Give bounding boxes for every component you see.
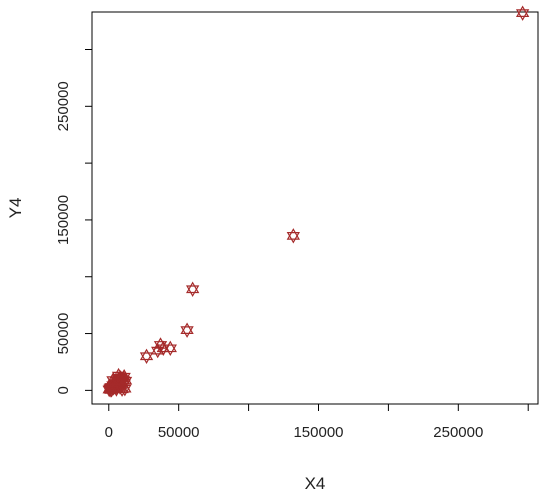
- data-point: [115, 381, 129, 397]
- y-tick-label: 250000: [55, 81, 72, 131]
- y-axis-label: Y4: [6, 198, 25, 219]
- y-tick-label: 150000: [55, 195, 72, 245]
- x-tick-label: 50000: [158, 424, 200, 441]
- data-point: [186, 281, 200, 297]
- y-axis: 0 50000 150000 250000: [55, 48, 93, 395]
- data-point: [163, 340, 177, 357]
- x-tick-label: 250000: [433, 424, 483, 441]
- y-tick-label: 0: [55, 386, 72, 394]
- data-point: [139, 348, 154, 364]
- data-point: [111, 367, 126, 384]
- data-point: [180, 322, 194, 338]
- x-tick-label: 0: [105, 424, 113, 441]
- x-tick-label: 150000: [293, 424, 343, 441]
- data-points: [102, 5, 530, 398]
- x-axis: 0 50000 150000 250000: [105, 403, 529, 441]
- x-axis-label: X4: [305, 474, 326, 493]
- data-point: [153, 337, 168, 353]
- y-tick-label: 50000: [55, 313, 72, 355]
- data-point: [515, 5, 530, 21]
- data-point: [286, 228, 300, 244]
